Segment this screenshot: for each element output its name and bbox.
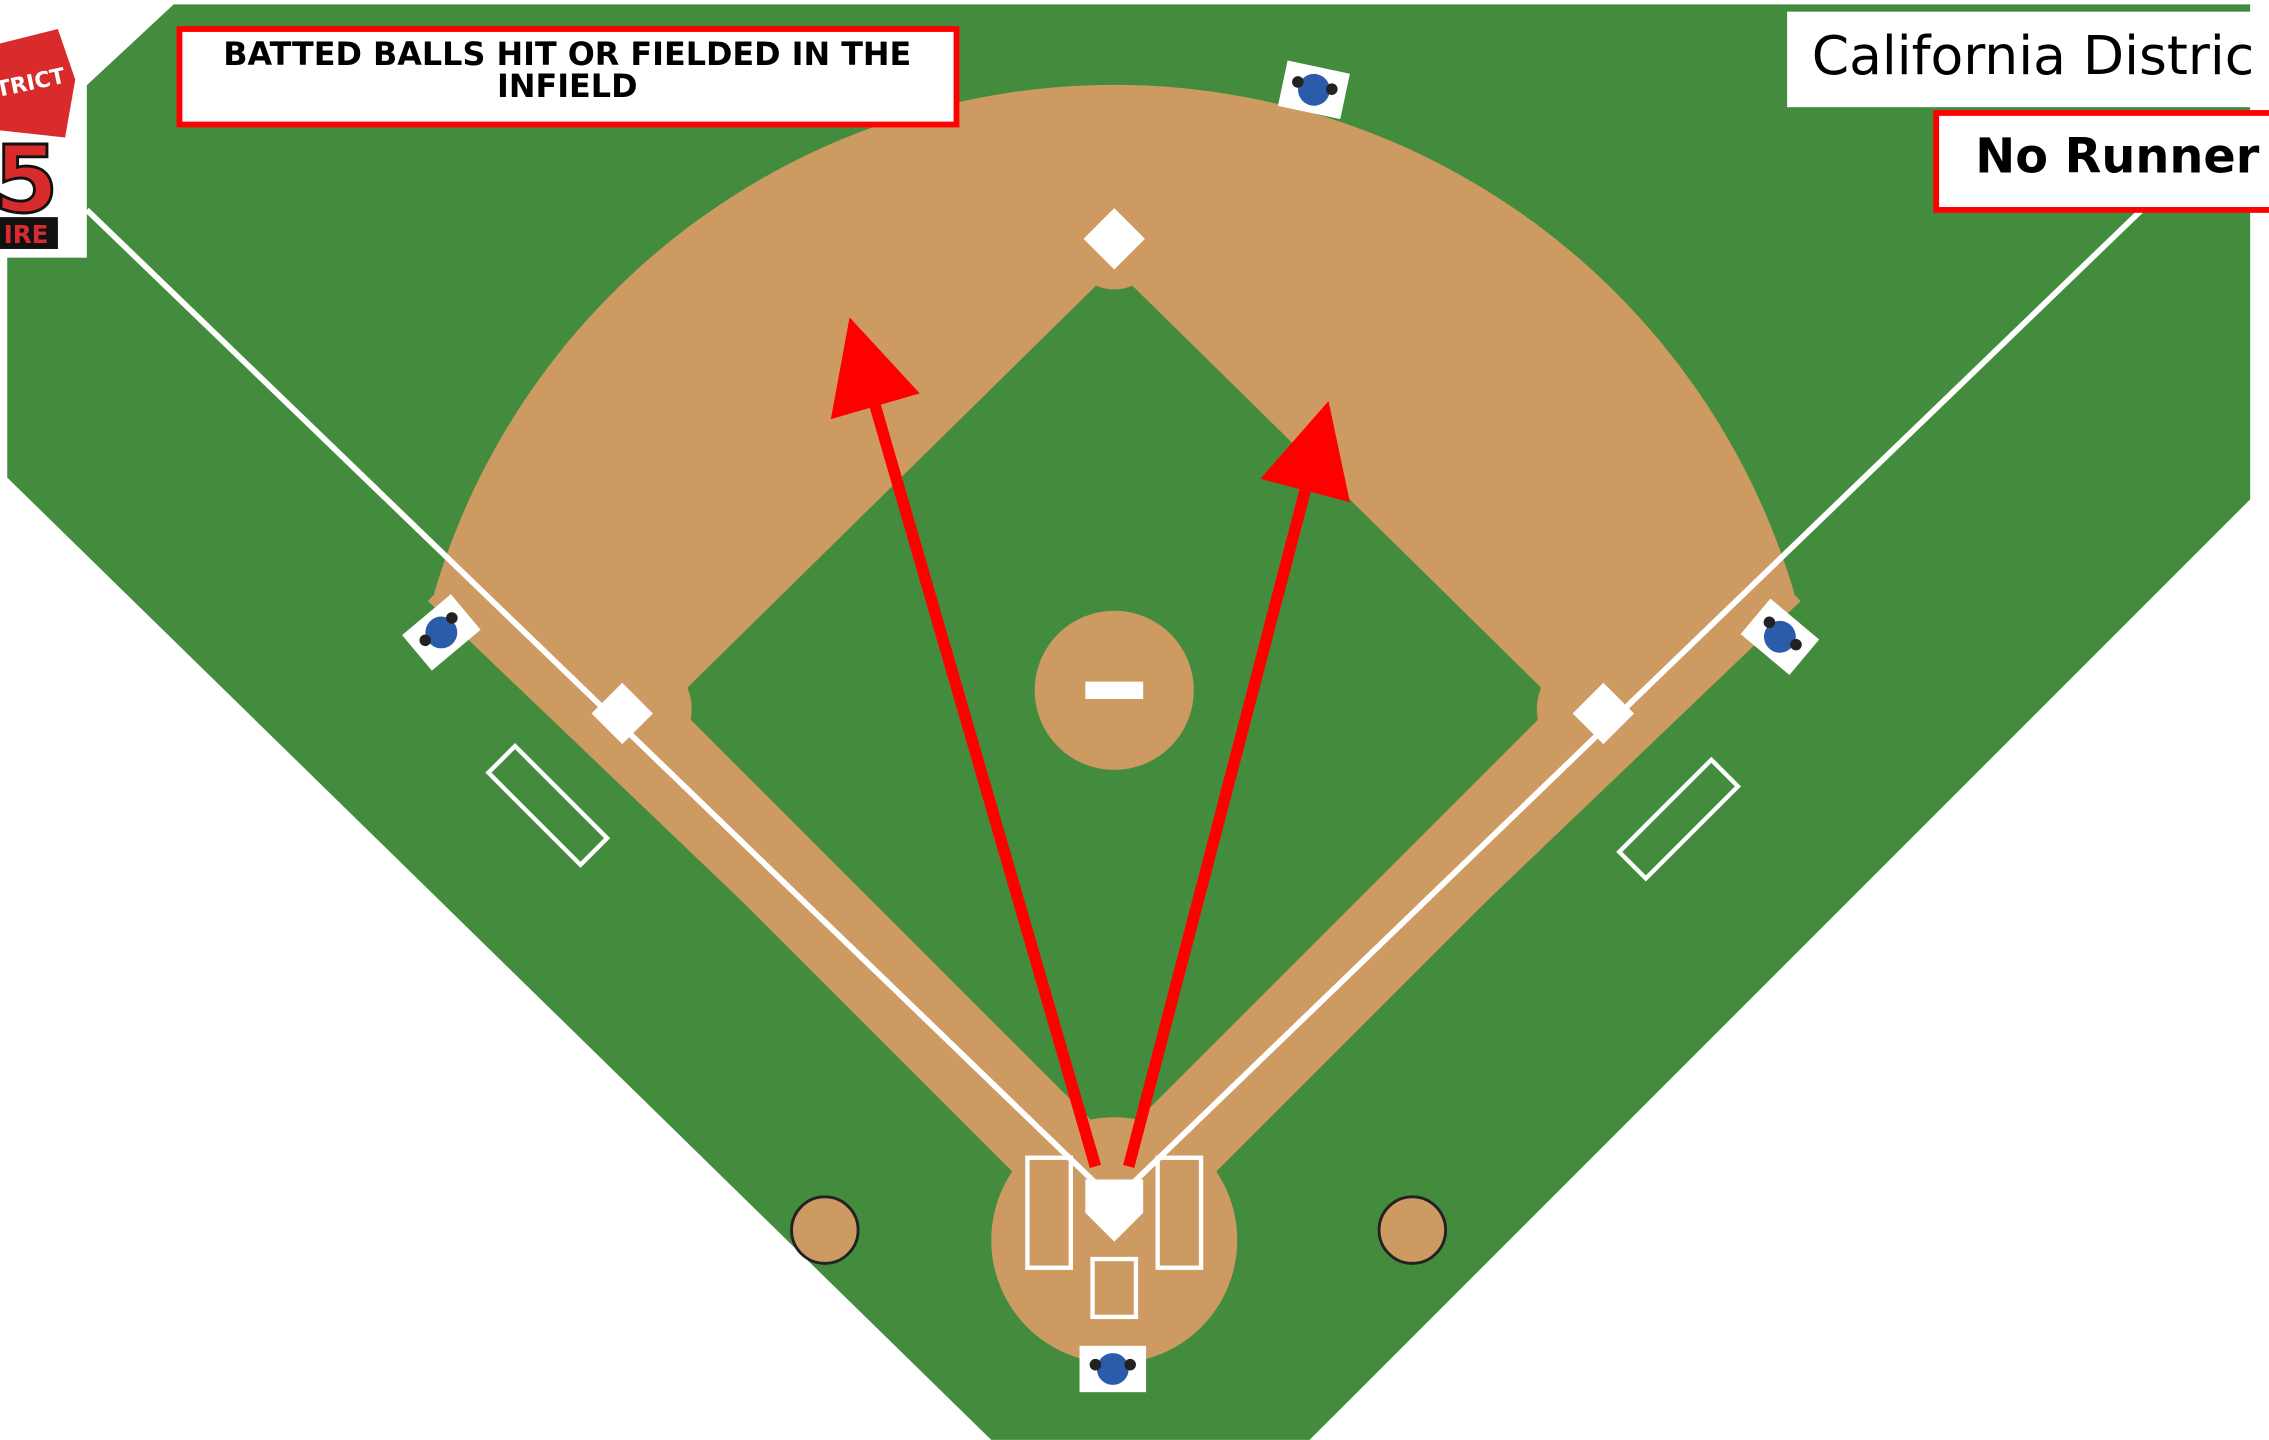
coach-box — [485, 743, 611, 868]
title-box — [176, 26, 960, 128]
situation-label: No Runner — [1975, 129, 2260, 184]
batters-box — [1025, 1155, 1073, 1270]
umpire — [1277, 60, 1350, 120]
coach-box — [1616, 756, 1742, 882]
title-line: INFIELD — [497, 67, 638, 105]
umpire — [402, 594, 481, 671]
situation-box — [1933, 110, 2269, 213]
ball-path-arrow — [1123, 400, 1350, 1168]
pitchers-rubber — [1085, 681, 1144, 700]
ball-path-arrow — [830, 317, 1101, 1169]
umpire — [1740, 598, 1820, 675]
logo-text: IRE — [4, 220, 49, 249]
district-box — [1787, 11, 2269, 108]
batters-box — [1155, 1155, 1204, 1270]
logo-text: 5 — [0, 125, 58, 233]
district-label: California Distric — [1812, 24, 2255, 87]
title-line: BATTED BALLS HIT OR FIELDED IN THE — [223, 35, 911, 73]
on-deck-circle — [790, 1195, 860, 1265]
logo-band — [0, 217, 58, 249]
third-base — [591, 682, 653, 745]
logo-shape — [0, 29, 76, 138]
catchers-box — [1090, 1256, 1139, 1320]
on-deck-circle — [1377, 1195, 1448, 1265]
home-plate — [1085, 1179, 1144, 1242]
umpire — [1079, 1345, 1147, 1393]
foul-line — [1112, 207, 2144, 1204]
